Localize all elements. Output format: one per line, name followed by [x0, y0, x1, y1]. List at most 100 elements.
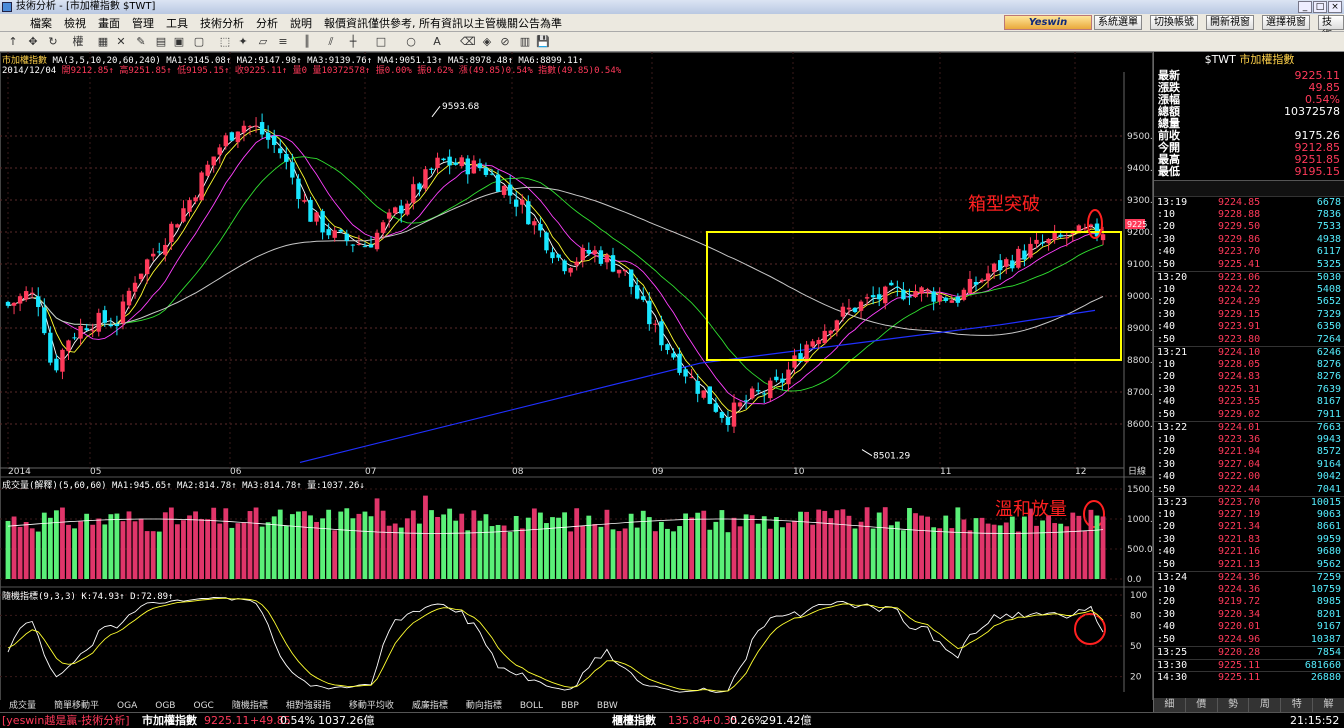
- bars-icon[interactable]: ≡: [278, 35, 288, 48]
- indicator-tab-7[interactable]: 移動平均收: [348, 701, 394, 711]
- menu-item-1[interactable]: 檢視: [64, 17, 86, 30]
- quote-tab-1[interactable]: 價: [1186, 698, 1218, 712]
- layout-icon[interactable]: ▣: [173, 35, 185, 48]
- indicator-tab-6[interactable]: 相對強弱指: [285, 701, 331, 711]
- indicator-tab-10[interactable]: BOLL: [519, 701, 544, 711]
- tick-row[interactable]: :50 9222.44 7041: [1154, 484, 1344, 496]
- tick-row[interactable]: :30 9227.04 9164: [1154, 459, 1344, 471]
- erase-icon[interactable]: ⌫: [460, 35, 476, 48]
- indicator-tab-1[interactable]: 簡單移動平: [54, 701, 100, 711]
- top-button-4[interactable]: 技術分析: [1318, 15, 1344, 67]
- rect-icon[interactable]: □: [375, 35, 387, 48]
- fan-icon[interactable]: ⫽: [328, 35, 334, 48]
- menu-item-0[interactable]: 檔案: [30, 17, 52, 30]
- tick-row[interactable]: :30 9221.83 9959: [1154, 534, 1344, 546]
- cross-line-icon[interactable]: ┼: [349, 35, 357, 48]
- ellipse-icon[interactable]: ○: [406, 35, 416, 48]
- draw-icon[interactable]: ✦: [238, 35, 248, 48]
- tick-row[interactable]: 14:30 9225.11 26880: [1154, 671, 1344, 683]
- window-icon[interactable]: ▤: [155, 35, 167, 48]
- tick-row[interactable]: :40 9222.00 9042: [1154, 471, 1344, 483]
- grid2-icon[interactable]: ▥: [519, 35, 531, 48]
- menu-item-8[interactable]: 報價資訊僅供參考, 所有資訊以主管機關公告為準: [324, 17, 562, 30]
- menu-item-4[interactable]: 工具: [166, 17, 188, 30]
- text-icon[interactable]: A: [433, 35, 441, 48]
- indicator-tab-0[interactable]: 成交量: [9, 701, 37, 711]
- tick-row[interactable]: 13:23 9223.70 10015: [1154, 496, 1344, 508]
- tick-row[interactable]: :40 9223.55 8167: [1154, 396, 1344, 408]
- tick-row[interactable]: :10 9227.19 9063: [1154, 509, 1344, 521]
- tick-row[interactable]: 13:20 9223.06 5030: [1154, 271, 1344, 283]
- arrow-up-icon[interactable]: ↑: [8, 35, 18, 48]
- menu-item-6[interactable]: 分析: [256, 17, 278, 30]
- frame-icon[interactable]: ▢: [193, 35, 205, 48]
- tick-row[interactable]: :20 9224.83 8276: [1154, 371, 1344, 383]
- tick-row[interactable]: :30 9229.15 7329: [1154, 309, 1344, 321]
- top-button-1[interactable]: 切換帳號: [1150, 15, 1198, 30]
- indicator-tab-12[interactable]: BBW: [596, 701, 618, 711]
- select-icon[interactable]: ⬚: [219, 35, 231, 48]
- cross-icon[interactable]: ✕: [116, 35, 126, 48]
- tick-row[interactable]: :30 9220.34 8201: [1154, 609, 1344, 621]
- minimize-button[interactable]: _: [1298, 1, 1312, 13]
- tick-row[interactable]: :50 9229.02 7911: [1154, 409, 1344, 421]
- tick-row[interactable]: :10 9223.36 9943: [1154, 434, 1344, 446]
- quote-tab-3[interactable]: 周: [1249, 698, 1282, 712]
- indicator-tab-2[interactable]: OGA: [117, 701, 138, 711]
- quote-tab-0[interactable]: 細: [1154, 698, 1186, 712]
- shape-icon[interactable]: ▱: [258, 35, 268, 48]
- tick-row[interactable]: 13:30 9225.11 681660: [1154, 658, 1344, 671]
- top-button-3[interactable]: 選擇視窗: [1262, 15, 1310, 30]
- grid-icon[interactable]: ▦: [97, 35, 109, 48]
- tick-row[interactable]: :10 9224.36 10759: [1154, 584, 1344, 596]
- tick-row[interactable]: :50 9224.96 10387: [1154, 634, 1344, 646]
- tick-row[interactable]: :10 9228.88 7836: [1154, 209, 1344, 221]
- tick-row[interactable]: :50 9221.13 9562: [1154, 559, 1344, 571]
- save-icon[interactable]: 💾: [536, 35, 550, 48]
- tick-row[interactable]: 13:24 9224.36 7259: [1154, 571, 1344, 583]
- pencil-icon[interactable]: ✎: [136, 35, 146, 48]
- tick-row[interactable]: 13:21 9224.10 6246: [1154, 346, 1344, 358]
- indicator-tab-8[interactable]: 威廉指標: [411, 701, 448, 711]
- tick-row[interactable]: :10 9224.22 5408: [1154, 284, 1344, 296]
- menu-item-2[interactable]: 畫面: [98, 17, 120, 30]
- crosshair-icon[interactable]: ✥: [28, 35, 38, 48]
- technical-chart[interactable]: 9500.0 9400.0 9300.0 9200.0 9100.0 9000.0 8900…: [0, 52, 1153, 712]
- tick-row[interactable]: :10 9228.05 8276: [1154, 359, 1344, 371]
- maximize-button[interactable]: □: [1313, 1, 1327, 13]
- tick-row[interactable]: :40 9223.91 6350: [1154, 321, 1344, 333]
- tick-row[interactable]: :50 9223.80 7264: [1154, 334, 1344, 346]
- menu-item-5[interactable]: 技術分析: [200, 17, 244, 30]
- tick-row[interactable]: :50 9225.41 5325: [1154, 259, 1344, 271]
- tick-row[interactable]: 13:22 9224.01 7663: [1154, 421, 1344, 433]
- menu-item-3[interactable]: 管理: [132, 17, 154, 30]
- clear-icon[interactable]: ⊘: [500, 35, 510, 48]
- tick-row[interactable]: :20 9224.29 5652: [1154, 296, 1344, 308]
- tick-row[interactable]: :20 9219.72 8985: [1154, 596, 1344, 608]
- tick-row[interactable]: :30 9229.86 4938: [1154, 234, 1344, 246]
- tick-row[interactable]: :40 9221.16 9680: [1154, 546, 1344, 558]
- tick-row[interactable]: :20 9229.50 7533: [1154, 221, 1344, 233]
- indicator-tab-4[interactable]: OGC: [193, 701, 214, 711]
- menu-item-7[interactable]: 說明: [290, 17, 312, 30]
- tick-row[interactable]: :20 9221.34 8661: [1154, 521, 1344, 533]
- quote-tab-2[interactable]: 勢: [1218, 698, 1250, 712]
- close-button[interactable]: ×: [1328, 1, 1342, 13]
- tick-row[interactable]: 13:19 9224.85 6678: [1154, 196, 1344, 208]
- indicator-tab-5[interactable]: 隨機指標: [231, 701, 268, 711]
- diamond-icon[interactable]: ◈: [482, 35, 492, 48]
- tick-row[interactable]: :40 9220.01 9167: [1154, 621, 1344, 633]
- quote-tab-5[interactable]: 解: [1313, 698, 1344, 712]
- top-button-0[interactable]: 系統選單: [1094, 15, 1142, 30]
- quote-tab-4[interactable]: 特: [1281, 698, 1314, 712]
- tick-row[interactable]: :20 9221.94 8572: [1154, 446, 1344, 458]
- top-button-2[interactable]: 開新視窗: [1206, 15, 1254, 30]
- tick-row[interactable]: :40 9223.70 6117: [1154, 246, 1344, 258]
- indicator-tab-3[interactable]: OGB: [155, 701, 176, 711]
- refresh-icon[interactable]: ↻: [48, 35, 58, 48]
- tick-row[interactable]: 13:25 9220.28 7854: [1154, 646, 1344, 658]
- indicator-tab-11[interactable]: BBP: [561, 701, 579, 711]
- lines-icon[interactable]: ║: [303, 35, 311, 48]
- tick-row[interactable]: :30 9225.31 7639: [1154, 384, 1344, 396]
- zoom-label[interactable]: 權: [72, 35, 84, 48]
